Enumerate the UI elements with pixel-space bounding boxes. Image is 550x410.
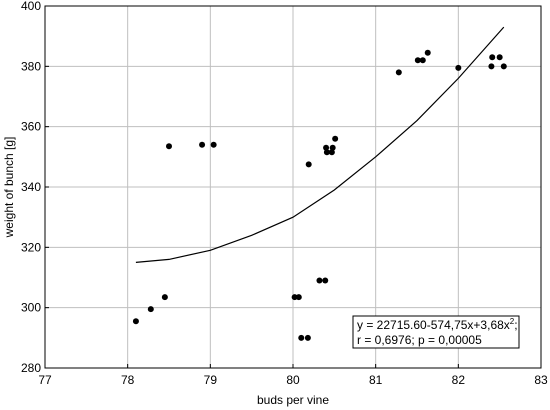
fit-curve <box>135 26 505 263</box>
data-point <box>323 144 330 151</box>
x-tick-label: 77 <box>38 373 52 387</box>
data-point <box>488 63 495 70</box>
equation-line-1: y = 22715.60-574,75x+3,68x2; <box>357 317 518 332</box>
equation-line-2: r = 0,6976; p = 0,00005 <box>357 333 482 347</box>
data-point <box>210 141 217 148</box>
fit-curve-group <box>135 26 505 263</box>
data-point <box>328 149 335 156</box>
y-tick-label: 280 <box>21 361 41 375</box>
data-point <box>316 277 323 284</box>
data-point <box>298 334 305 341</box>
y-tick-label: 320 <box>21 240 41 254</box>
y-tick-label: 380 <box>21 59 41 73</box>
data-point <box>291 294 298 301</box>
data-point <box>455 64 462 71</box>
data-point <box>496 54 503 61</box>
equation-end: ; <box>514 318 517 332</box>
data-point <box>329 144 336 151</box>
x-tick-label: 82 <box>452 373 466 387</box>
y-axis-title: weight of bunch [g] <box>2 137 16 239</box>
x-tick-label: 81 <box>369 373 383 387</box>
data-point <box>147 306 154 313</box>
equation-exponent: 2 <box>510 317 515 326</box>
y-tick-label: 400 <box>21 0 41 13</box>
data-point <box>500 63 507 70</box>
x-tick-label: 78 <box>121 373 135 387</box>
data-point <box>295 294 302 301</box>
x-axis-title: buds per vine <box>257 393 329 407</box>
data-point <box>166 143 172 150</box>
data-point <box>489 54 496 61</box>
y-axis-ticks: 280 300 320 340 360 380 400 <box>21 0 49 375</box>
data-point <box>424 49 431 56</box>
x-tick-label: 79 <box>204 373 218 387</box>
data-point <box>323 149 330 156</box>
y-tick-label: 300 <box>21 301 41 315</box>
grid-lines <box>44 5 542 369</box>
data-point <box>199 141 206 148</box>
y-tick-label: 340 <box>21 180 41 194</box>
equation-main: y = 22715.60-574,75x+3,68x <box>357 318 510 332</box>
data-point <box>161 294 168 301</box>
equation-box-frame <box>352 315 520 349</box>
data-points <box>132 49 507 341</box>
data-point <box>419 57 426 64</box>
data-point <box>132 318 139 325</box>
data-point <box>322 277 329 284</box>
data-point <box>305 161 312 168</box>
data-point <box>332 135 339 142</box>
y-tick-label: 360 <box>21 120 41 134</box>
data-point <box>304 334 311 341</box>
data-point <box>414 57 421 64</box>
equation-box: y = 22715.60-574,75x+3,68x2; r = 0,6976;… <box>352 315 520 349</box>
x-tick-label: 80 <box>286 373 300 387</box>
data-point <box>395 69 402 76</box>
x-tick-label: 83 <box>534 373 548 387</box>
x-axis-ticks: 77 78 79 80 81 82 83 <box>38 364 548 387</box>
